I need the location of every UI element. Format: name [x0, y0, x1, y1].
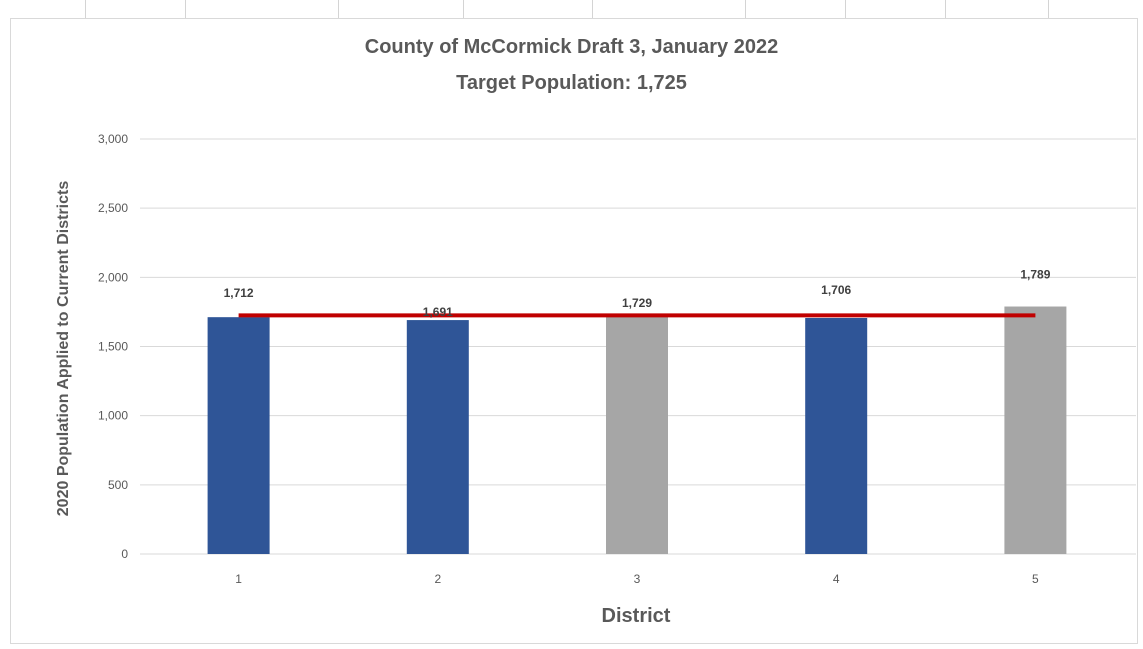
sheet-column-divider: [85, 0, 86, 20]
x-axis-title: District: [602, 605, 671, 627]
y-tick-label: 1,500: [98, 340, 128, 354]
bar-district-4: [805, 318, 868, 554]
chart-area[interactable]: [10, 18, 1138, 644]
chart-subtitle: Target Population: 1,725: [456, 72, 687, 94]
bar-district-5: [1004, 306, 1067, 554]
data-label: 1,712: [224, 286, 254, 300]
data-label: 1,729: [622, 296, 652, 310]
sheet-column-divider: [945, 0, 946, 20]
x-tick-label: 2: [434, 572, 441, 586]
sheet-column-divider: [845, 0, 846, 20]
sheet-column-divider: [338, 0, 339, 20]
data-label: 1,789: [1020, 268, 1050, 282]
x-tick-label: 4: [833, 572, 840, 586]
y-tick-label: 2,500: [98, 201, 128, 215]
y-axis-title: 2020 Population Applied to Current Distr…: [55, 181, 72, 517]
data-label: 1,691: [423, 305, 453, 319]
sheet-column-divider: [463, 0, 464, 20]
x-tick-label: 5: [1032, 572, 1039, 586]
chart-title: County of McCormick Draft 3, January 202…: [364, 36, 779, 58]
sheet-column-divider: [185, 0, 186, 20]
sheet-column-divider: [745, 0, 746, 20]
sheet-column-divider: [592, 0, 593, 20]
bar-district-2: [406, 320, 469, 554]
sheet-column-divider: [1048, 0, 1049, 20]
bar-district-3: [606, 314, 668, 554]
bar-district-1: [207, 317, 270, 554]
y-tick-label: 1,000: [98, 409, 128, 423]
x-tick-label: 1: [235, 572, 242, 586]
y-tick-label: 500: [108, 478, 128, 492]
y-tick-label: 0: [121, 547, 128, 561]
y-tick-label: 3,000: [98, 132, 128, 146]
y-tick-label: 2,000: [98, 270, 128, 284]
data-label: 1,706: [821, 283, 851, 297]
x-tick-label: 3: [634, 572, 641, 586]
